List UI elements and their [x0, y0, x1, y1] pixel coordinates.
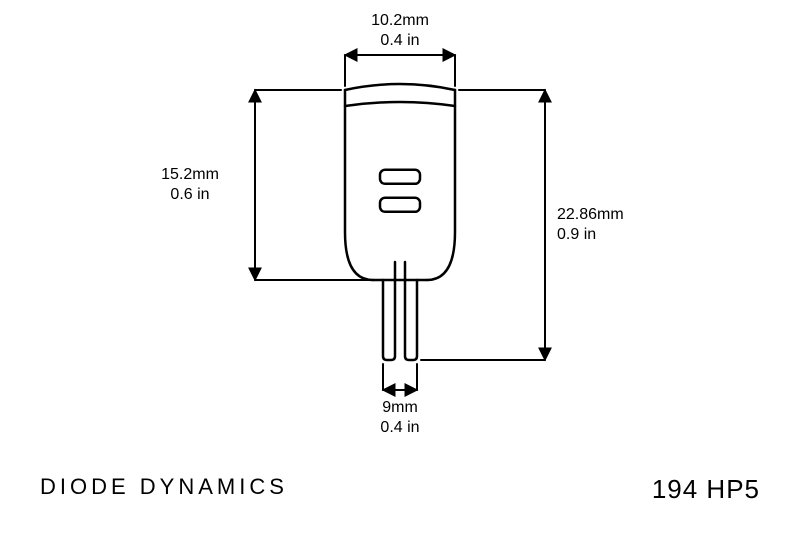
dimension-body-height: 15.2mm0.6 in [135, 165, 245, 205]
dimension-total-height: 22.86mm0.9 in [557, 205, 624, 245]
dimension-base-width: 9mm0.4 in [340, 398, 460, 438]
brand-label: DIODE DYNAMICS [40, 474, 288, 505]
dimension-top-width: 10.2mm0.4 in [340, 11, 460, 51]
model-label: 194 HP5 [652, 474, 760, 505]
technical-drawing [0, 0, 800, 533]
